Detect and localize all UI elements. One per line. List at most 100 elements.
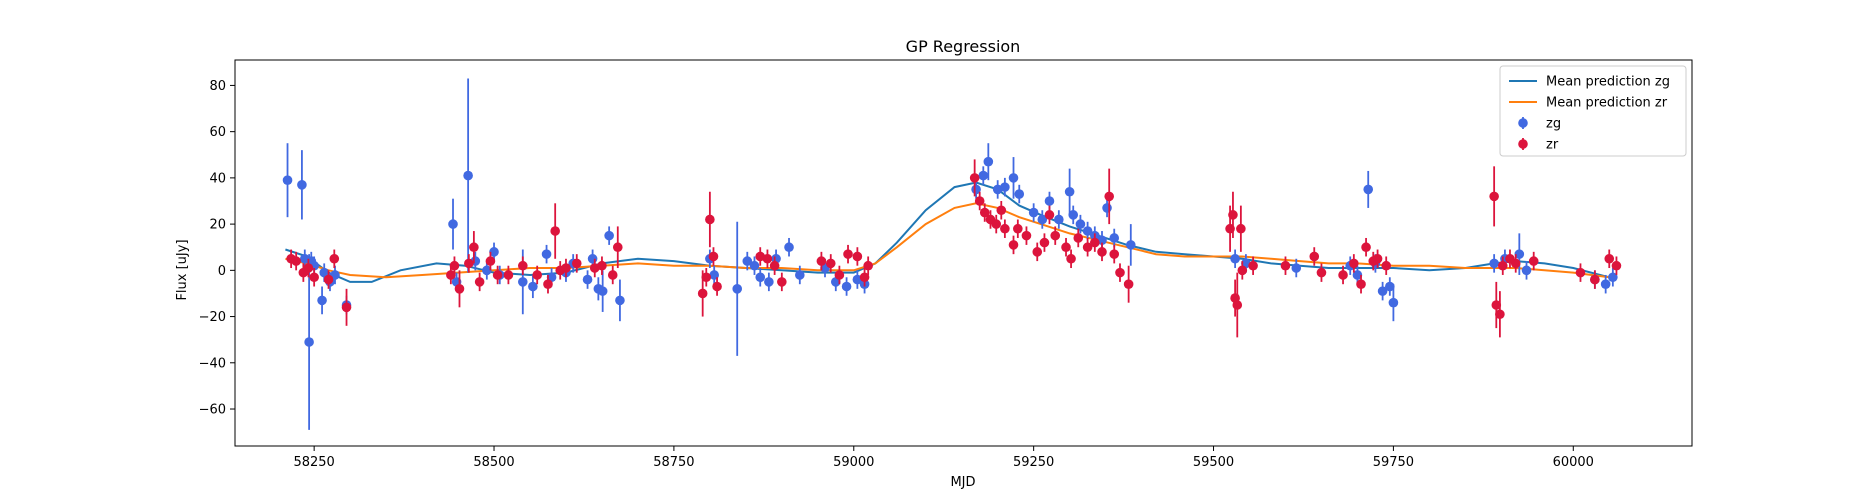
y-tick-label-0: −60	[199, 403, 226, 418]
zg-point-28	[604, 230, 614, 241]
y-tick-label-3: 0	[218, 264, 226, 279]
zr-point-92	[1575, 267, 1586, 278]
zg-point-33	[742, 256, 753, 266]
zg-point-46	[978, 170, 989, 181]
zr-point-85	[1489, 191, 1499, 202]
zr-point-86	[1491, 300, 1502, 310]
zr-point-35	[769, 260, 780, 271]
x-tick-label-1: 58500	[473, 455, 514, 470]
zr-point-64	[1104, 191, 1114, 202]
zg-point-67	[1291, 263, 1302, 273]
zr-point-45	[974, 196, 985, 206]
zg-point-18	[518, 277, 528, 287]
plot-area	[282, 78, 1622, 430]
zg-point-65	[1230, 253, 1240, 264]
zg-point-27	[597, 286, 608, 296]
zr-point-29	[701, 272, 712, 283]
zr-point-16	[503, 270, 514, 280]
axis-ticks: 58250 58500 58750 59000 59250 59500 59750 60000…	[199, 79, 1594, 470]
zr-point-38	[825, 258, 836, 269]
zr-point-37	[816, 256, 827, 266]
zg-point-38	[784, 242, 794, 253]
zr-point-58	[1061, 242, 1071, 253]
zr-point-18	[532, 270, 542, 280]
zr-point-26	[607, 270, 618, 280]
zg-point-35	[755, 272, 766, 283]
zr-point-62	[1090, 237, 1100, 248]
zg-point-6	[317, 295, 327, 306]
zr-point-14	[485, 256, 496, 266]
zg-point-25	[587, 253, 598, 264]
zg-point-50	[1008, 173, 1019, 183]
zr-point-80	[1356, 279, 1366, 290]
zg-point-34	[749, 260, 760, 271]
zr-point-71	[1232, 300, 1243, 310]
zr-point-88	[1497, 260, 1508, 271]
zg-point-51	[1014, 189, 1025, 199]
zr-point-57	[1050, 230, 1061, 241]
zr-point-5	[323, 274, 334, 285]
zr-point-75	[1280, 260, 1291, 271]
y-tick-label-4: 20	[209, 218, 226, 233]
x-tick-label-0: 58250	[293, 455, 334, 470]
zg-point-54	[1044, 196, 1055, 206]
zr-point-1	[291, 256, 301, 266]
zr-point-81	[1361, 242, 1371, 253]
zr-point-43	[863, 260, 873, 271]
zg-point-63	[1109, 233, 1120, 243]
x-tick-label-5: 59500	[1193, 455, 1234, 470]
y-axis-label: Flux [uJy]	[175, 239, 190, 300]
zg-point-45	[971, 184, 981, 195]
zr-point-17	[518, 260, 528, 271]
zr-point-40	[843, 249, 853, 259]
zr-point-74	[1248, 260, 1258, 271]
zg-point-29	[615, 295, 625, 306]
zr-point-55	[1039, 237, 1050, 248]
mean-line-1	[285, 202, 1610, 279]
zg-point-3	[304, 337, 314, 347]
zg-point-55	[1054, 214, 1064, 225]
legend-box	[1499, 65, 1687, 157]
legend: Mean prediction zg Mean prediction zr zg zr	[1499, 65, 1687, 157]
zr-point-91	[1528, 256, 1539, 266]
zr-point-9	[449, 260, 460, 271]
zg-point-78	[1521, 265, 1532, 276]
y-tick-label-1: −40	[199, 356, 226, 371]
zg-point-32	[732, 284, 743, 294]
zr-point-30	[705, 214, 715, 225]
x-tick-label-4: 59250	[1013, 455, 1054, 470]
zr-point-44	[969, 173, 980, 183]
zr-point-3	[303, 263, 314, 273]
zr-point-83	[1372, 253, 1383, 264]
zg-point-52	[1028, 207, 1039, 218]
zr-point-11	[464, 258, 474, 269]
zr-point-94	[1604, 253, 1615, 264]
zr-point-67	[1123, 279, 1134, 290]
zg-point-42	[841, 281, 852, 292]
zr-point-6	[329, 253, 340, 264]
zr-point-27	[612, 242, 623, 253]
zr-point-12	[469, 242, 479, 253]
x-tick-label-6: 59750	[1373, 455, 1414, 470]
zr-point-77	[1316, 267, 1327, 278]
axes-frame	[234, 59, 1693, 447]
zr-point-90	[1510, 258, 1521, 269]
zr-point-10	[454, 284, 465, 294]
y-tick-label-6: 60	[209, 125, 226, 140]
x-axis-label: MJD	[950, 475, 975, 490]
x-tick-label-7: 60000	[1553, 455, 1594, 470]
zg-point-74	[1388, 297, 1399, 308]
zr-point-15	[492, 270, 503, 280]
legend-entry-series-0: zg	[1546, 117, 1561, 132]
x-tick-label-3: 59000	[833, 455, 874, 470]
zg-point-57	[1068, 210, 1079, 220]
zr-point-51	[1008, 240, 1019, 250]
zg-point-58	[1075, 219, 1086, 229]
zg-point-72	[1377, 286, 1388, 296]
zg-point-16	[489, 247, 499, 257]
legend-marker-swatch-0	[1518, 118, 1528, 128]
chart-title: GP Regression	[906, 37, 1021, 56]
zr-point-73	[1237, 265, 1248, 276]
zg-point-1	[297, 180, 307, 190]
zr-point-49	[996, 205, 1007, 216]
